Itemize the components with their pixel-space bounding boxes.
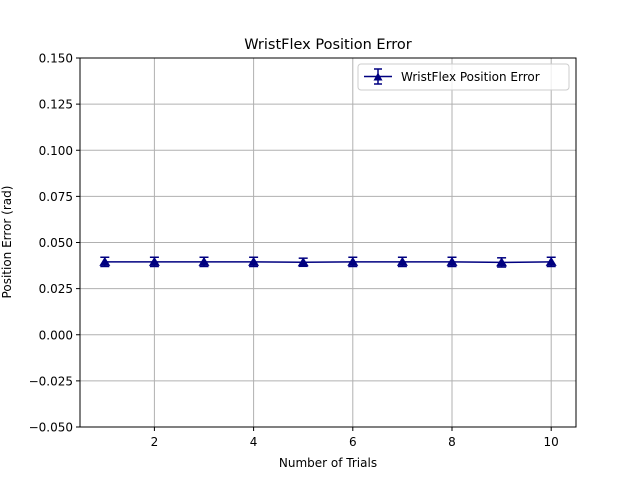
legend-frame (357, 63, 570, 91)
chart-title: WristFlex Position Error (244, 37, 412, 53)
data-point-marker (148, 256, 160, 266)
y-tick-label: −0.050 (29, 421, 73, 435)
y-tick-label: 0.050 (39, 236, 73, 250)
x-tick-label: 2 (151, 435, 159, 449)
series-line (104, 261, 552, 264)
data-point-marker (496, 257, 508, 267)
y-tick-label: 0.000 (39, 328, 73, 342)
x-tick-label: 4 (250, 435, 258, 449)
y-axis-label: Position Error (rad) (0, 186, 14, 299)
data-point-marker (198, 256, 210, 266)
data-point-marker (248, 256, 260, 266)
legend-handle-icon (364, 68, 392, 85)
y-tick-label: 0.100 (39, 144, 73, 158)
y-tick-label: 0.125 (39, 98, 73, 112)
y-tick-label: −0.025 (29, 374, 73, 388)
legend: WristFlex Position Error (357, 63, 570, 91)
x-tick-label: 8 (448, 435, 456, 449)
data-point-marker (297, 257, 309, 267)
legend-label: WristFlex Position Error (401, 70, 540, 84)
data-point-marker (446, 256, 458, 266)
data-point-marker (99, 256, 111, 266)
data-point-marker (347, 256, 359, 266)
data-point-marker (545, 256, 557, 266)
x-tick-label: 10 (544, 435, 559, 449)
series-layer (99, 256, 557, 268)
x-axis-label: Number of Trials (279, 456, 377, 470)
axis-ticks: 2 4 6 8 10 −0.050 −0.025 0.000 0.025 0.050 0.075 0.… (29, 52, 559, 450)
y-tick-label: 0.025 (39, 282, 73, 296)
data-point-marker (396, 256, 408, 266)
x-tick-label: 6 (349, 435, 357, 449)
y-tick-label: 0.150 (39, 52, 73, 66)
y-tick-label: 0.075 (39, 190, 73, 204)
